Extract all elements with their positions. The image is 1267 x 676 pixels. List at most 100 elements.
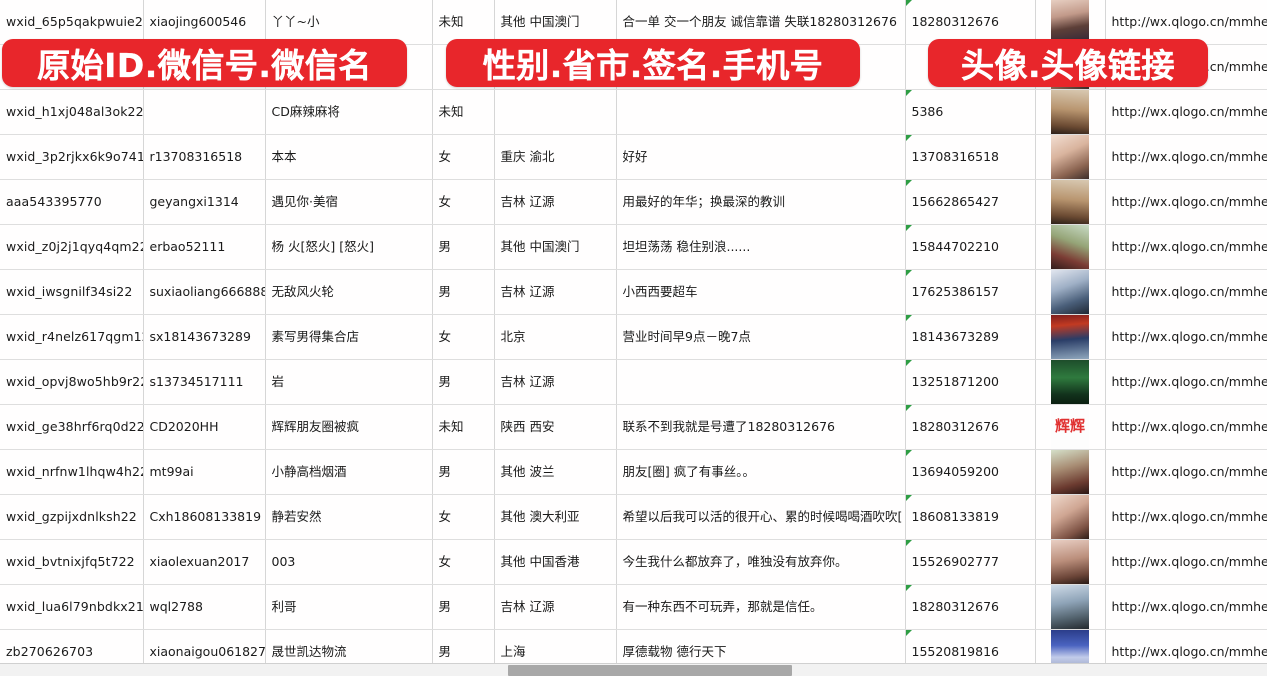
cell-phone[interactable]: 15844702210 bbox=[905, 224, 1036, 270]
table-row[interactable]: wxid_gzpijxdnlksh22 Cxh18608133819 静若安然女其他… bbox=[0, 494, 1267, 540]
cell-prov[interactable]: 北京 bbox=[494, 314, 617, 360]
cell-prov[interactable]: 吉林 辽源 bbox=[494, 269, 617, 315]
cell-url[interactable]: http://wx.qlogo.cn/mmhead bbox=[1105, 539, 1267, 585]
cell-nick[interactable]: 杨 火[怒火] [怒火] bbox=[265, 224, 433, 270]
cell-origid[interactable]: wxid_iwsgnilf34si22 bbox=[0, 269, 144, 315]
cell-phone[interactable]: 15662865427 bbox=[905, 179, 1036, 225]
table-row[interactable]: wxid_lua6l79nbdkx21 wql2788 利哥男吉林 辽源 有一种东西不… bbox=[0, 584, 1267, 630]
cell-phone[interactable]: 18280312676 bbox=[905, 584, 1036, 630]
cell-phone[interactable]: 13694059200 bbox=[905, 449, 1036, 495]
cell-wxid[interactable]: xiaolexuan2017 bbox=[143, 539, 266, 585]
cell-origid[interactable]: wxid_lua6l79nbdkx21 bbox=[0, 584, 144, 630]
cell-gender[interactable]: 女 bbox=[432, 179, 495, 225]
cell-wxid[interactable]: Cxh18608133819 bbox=[143, 494, 266, 540]
table-row[interactable]: wxid_nrfnw1lhqw4h22 mt99ai 小静高档烟酒男其他 波兰 朋友[… bbox=[0, 449, 1267, 495]
table-row[interactable]: wxid_ge38hrf6rq0d22 CD2020HH 辉辉朋友圈被疯 未知 陕西 西… bbox=[0, 404, 1267, 450]
cell-sign[interactable]: 有一种东西不可玩弄，那就是信任。 bbox=[616, 584, 906, 630]
table-row[interactable]: wxid_h1xj048al3ok22 CD麻辣麻将 未知 5386 http://wx… bbox=[0, 89, 1267, 135]
cell-url[interactable]: http://wx.qlogo.cn/mmhead bbox=[1105, 179, 1267, 225]
cell-prov[interactable] bbox=[494, 89, 617, 135]
cell-origid[interactable]: aaa543395770 bbox=[0, 179, 144, 225]
cell-url[interactable]: http://wx.qlogo.cn/mmhead bbox=[1105, 269, 1267, 315]
cell-url[interactable]: http://wx.qlogo.cn/mmhead bbox=[1105, 134, 1267, 180]
cell-nick[interactable]: 岩 bbox=[265, 359, 433, 405]
table-row[interactable]: wxid_opvj8wo5hb9r22 s13734517111 岩男吉林 辽源 13… bbox=[0, 359, 1267, 405]
cell-phone[interactable]: 15526902777 bbox=[905, 539, 1036, 585]
cell-prov[interactable]: 吉林 辽源 bbox=[494, 584, 617, 630]
table-row[interactable]: wxid_iwsgnilf34si22 suxiaoliang666888 无敌风火… bbox=[0, 269, 1267, 315]
cell-avatar[interactable]: 辉辉 bbox=[1035, 404, 1106, 450]
cell-nick[interactable]: 素写男得集合店 bbox=[265, 314, 433, 360]
cell-sign[interactable]: 小西西要超车 bbox=[616, 269, 906, 315]
cell-prov[interactable]: 其他 波兰 bbox=[494, 449, 617, 495]
table-row[interactable]: wxid_3p2rjkx6k9o741 r13708316518 本本女重庆 渝北好… bbox=[0, 134, 1267, 180]
cell-origid[interactable]: wxid_r4nelz617qgm12 bbox=[0, 314, 144, 360]
cell-avatar[interactable] bbox=[1035, 134, 1106, 180]
cell-sign[interactable]: 合一单 交一个朋友 诚信靠谱 失联18280312676 bbox=[616, 0, 906, 45]
cell-nick[interactable]: 静若安然 bbox=[265, 494, 433, 540]
cell-gender[interactable]: 男 bbox=[432, 269, 495, 315]
cell-phone[interactable]: 18608133819 bbox=[905, 494, 1036, 540]
cell-origid[interactable]: wxid_3p2rjkx6k9o741 bbox=[0, 134, 144, 180]
cell-wxid[interactable]: mt99ai bbox=[143, 449, 266, 495]
cell-url[interactable]: http://wx.qlogo.cn/mmhead bbox=[1105, 584, 1267, 630]
cell-nick[interactable]: 小静高档烟酒 bbox=[265, 449, 433, 495]
cell-url[interactable]: http://wx.qlogo.cn/mmhead bbox=[1105, 494, 1267, 540]
cell-gender[interactable]: 男 bbox=[432, 584, 495, 630]
cell-url[interactable]: http://wx.qlogo.cn/mmhead bbox=[1105, 89, 1267, 135]
cell-wxid[interactable]: CD2020HH bbox=[143, 404, 266, 450]
cell-phone[interactable]: 13251871200 bbox=[905, 359, 1036, 405]
cell-gender[interactable]: 男 bbox=[432, 224, 495, 270]
cell-prov[interactable]: 其他 中国澳门 bbox=[494, 0, 617, 45]
cell-avatar[interactable] bbox=[1035, 359, 1106, 405]
cell-url[interactable]: http://wx.qlogo.cn/mmhead bbox=[1105, 404, 1267, 450]
table-row[interactable]: aaa543395770 geyangxi1314 遇见你·美宿女吉林 辽源 用最好的… bbox=[0, 179, 1267, 225]
cell-prov[interactable]: 陕西 西安 bbox=[494, 404, 617, 450]
cell-avatar[interactable] bbox=[1035, 89, 1106, 135]
cell-gender[interactable]: 男 bbox=[432, 449, 495, 495]
cell-origid[interactable]: wxid_z0j2j1qyq4qm22 bbox=[0, 224, 144, 270]
cell-wxid[interactable]: erbao52111 bbox=[143, 224, 266, 270]
cell-nick[interactable]: 003 bbox=[265, 539, 433, 585]
cell-sign[interactable] bbox=[616, 89, 906, 135]
cell-nick[interactable]: 辉辉朋友圈被疯 bbox=[265, 404, 433, 450]
cell-avatar[interactable] bbox=[1035, 224, 1106, 270]
cell-avatar[interactable] bbox=[1035, 584, 1106, 630]
cell-gender[interactable]: 女 bbox=[432, 134, 495, 180]
cell-gender[interactable]: 男 bbox=[432, 359, 495, 405]
cell-phone[interactable]: 18280312676 bbox=[905, 404, 1036, 450]
cell-nick[interactable]: 丫丫~小 bbox=[265, 0, 433, 45]
cell-origid[interactable]: wxid_nrfnw1lhqw4h22 bbox=[0, 449, 144, 495]
cell-wxid[interactable] bbox=[143, 89, 266, 135]
cell-gender[interactable]: 女 bbox=[432, 314, 495, 360]
cell-wxid[interactable]: sx18143673289 bbox=[143, 314, 266, 360]
cell-url[interactable]: http://wx.qlogo.cn/mmhead bbox=[1105, 449, 1267, 495]
cell-sign[interactable]: 好好 bbox=[616, 134, 906, 180]
cell-phone[interactable]: 18143673289 bbox=[905, 314, 1036, 360]
cell-wxid[interactable]: geyangxi1314 bbox=[143, 179, 266, 225]
cell-gender[interactable]: 女 bbox=[432, 494, 495, 540]
cell-sign[interactable]: 希望以后我可以活的很开心、累的时候喝喝酒吹吹[ bbox=[616, 494, 906, 540]
cell-gender[interactable]: 未知 bbox=[432, 404, 495, 450]
cell-nick[interactable]: 无敌风火轮 bbox=[265, 269, 433, 315]
table-row[interactable]: wxid_65p5qakpwuie22 xiaojing600546 丫丫~小 未知其… bbox=[0, 0, 1267, 45]
cell-prov[interactable]: 重庆 渝北 bbox=[494, 134, 617, 180]
cell-wxid[interactable]: wql2788 bbox=[143, 584, 266, 630]
cell-nick[interactable]: 本本 bbox=[265, 134, 433, 180]
cell-url[interactable]: http://wx.qlogo.cn/mmhead bbox=[1105, 314, 1267, 360]
cell-wxid[interactable]: suxiaoliang666888 bbox=[143, 269, 266, 315]
cell-avatar[interactable] bbox=[1035, 539, 1106, 585]
cell-nick[interactable]: 利哥 bbox=[265, 584, 433, 630]
cell-wxid[interactable]: xiaojing600546 bbox=[143, 0, 266, 45]
cell-sign[interactable]: 坦坦荡荡 稳住别浪...... bbox=[616, 224, 906, 270]
cell-phone[interactable]: 18280312676 bbox=[905, 0, 1036, 45]
cell-origid[interactable]: wxid_h1xj048al3ok22 bbox=[0, 89, 144, 135]
cell-phone[interactable]: 17625386157 bbox=[905, 269, 1036, 315]
cell-phone[interactable]: 5386 bbox=[905, 89, 1036, 135]
table-row[interactable]: wxid_bvtnixjfq5t722 xiaolexuan2017 003 女其他 … bbox=[0, 539, 1267, 585]
cell-prov[interactable]: 吉林 辽源 bbox=[494, 359, 617, 405]
cell-gender[interactable]: 未知 bbox=[432, 89, 495, 135]
cell-origid[interactable]: wxid_65p5qakpwuie22 bbox=[0, 0, 144, 45]
cell-sign[interactable]: 今生我什么都放弃了，唯独没有放弃你。 bbox=[616, 539, 906, 585]
